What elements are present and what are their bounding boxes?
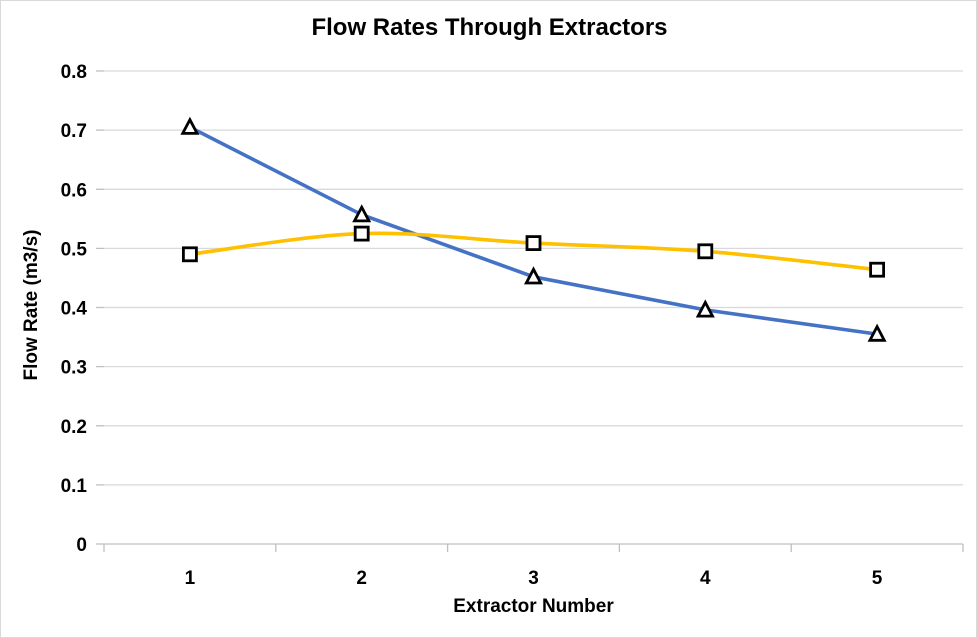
y-tick-label: 0 (76, 535, 87, 556)
triangle-marker (523, 266, 544, 285)
y-tick-label: 0.4 (61, 299, 88, 320)
triangle-marker (695, 299, 715, 318)
chart-title: Flow Rates Through Extractors (311, 14, 668, 41)
x-tick-label: 2 (356, 568, 367, 589)
y-tick-label: 0.3 (61, 358, 87, 379)
series-line-triangle (188, 125, 879, 336)
triangle-marker (180, 116, 200, 135)
square-marker (525, 235, 542, 252)
y-tick-label: 0.1 (61, 476, 88, 497)
y-tick-label: 0.6 (61, 180, 87, 201)
x-tick-label: 3 (528, 568, 539, 589)
x-tick-label: 4 (700, 568, 711, 589)
square-marker (181, 246, 198, 263)
triangle-marker (352, 204, 372, 223)
y-tick-label: 0.8 (61, 62, 87, 83)
triangle-marker (867, 323, 887, 342)
square-marker (869, 261, 885, 278)
x-tick-label: 5 (872, 568, 883, 589)
square-marker (353, 225, 370, 242)
x-tick-label: 1 (185, 568, 196, 589)
square-marker (697, 243, 714, 260)
y-tick-label: 0.2 (61, 417, 87, 438)
y-tick-label: 0.5 (61, 239, 88, 260)
x-axis-title: Extractor Number (453, 596, 614, 617)
y-tick-label: 0.7 (61, 121, 87, 142)
